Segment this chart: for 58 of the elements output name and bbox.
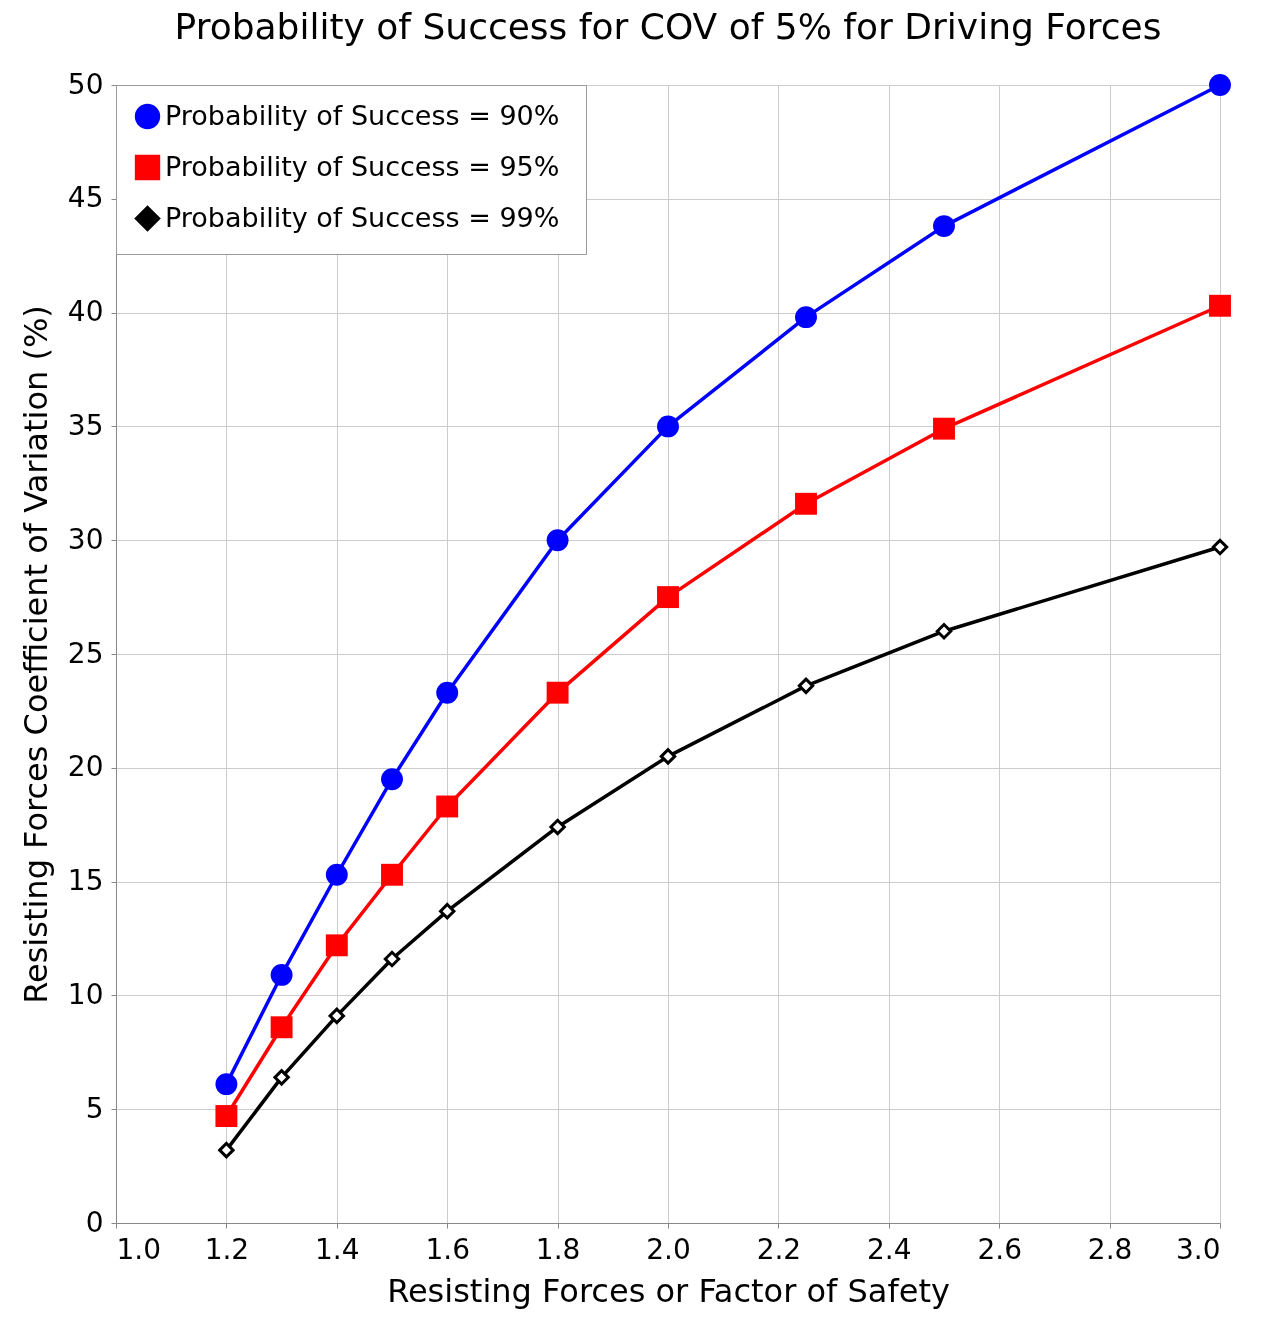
chart-title: Probability of Success for COV of 5% for Driving Forces — [174, 6, 1162, 47]
point — [215, 1073, 238, 1096]
y-tick-label: 0 — [85, 1205, 104, 1239]
x-tick-label: 2.4 — [867, 1232, 912, 1266]
point — [218, 1141, 235, 1159]
y-tick-label: 20 — [67, 750, 104, 784]
point — [273, 1069, 290, 1086]
point — [659, 748, 677, 765]
point — [546, 529, 569, 552]
x-tick-label: 1.6 — [425, 1232, 470, 1266]
x-tick-label: 2.2 — [756, 1232, 802, 1266]
point — [215, 1105, 238, 1127]
legend-label: Probability of Success = 99% — [165, 201, 560, 233]
legend-label: Probability of Success = 90% — [165, 99, 560, 131]
point — [325, 863, 348, 886]
point — [657, 415, 679, 438]
point — [436, 795, 459, 818]
point — [933, 215, 955, 238]
point — [546, 681, 569, 704]
y-tick-label: 30 — [67, 522, 104, 556]
point — [935, 623, 953, 640]
y-tick-label: 5 — [85, 1091, 104, 1125]
point — [1209, 74, 1231, 96]
x-tick-label: 3.0 — [1175, 1232, 1221, 1266]
point — [657, 586, 679, 609]
point — [328, 1007, 346, 1025]
point — [933, 417, 955, 440]
point — [795, 492, 817, 515]
point — [1209, 294, 1231, 317]
x-tick-label: 1.0 — [116, 1232, 162, 1266]
point — [1211, 538, 1229, 556]
legend-label: Probability of Success = 95% — [165, 150, 560, 182]
point — [438, 902, 456, 920]
x-tick-label: 2.0 — [646, 1232, 691, 1266]
point — [436, 681, 459, 704]
y-tick-label: 25 — [67, 636, 104, 670]
x-axis-title: Resisting Forces or Factor of Safety — [387, 1271, 950, 1310]
x-tick-label: 2.8 — [1087, 1232, 1133, 1266]
y-tick-label: 35 — [67, 408, 104, 442]
y-axis-title: Resisting Forces Coefficient of Variation (%) — [16, 305, 55, 1004]
point — [381, 863, 403, 886]
point — [797, 677, 815, 695]
point — [270, 1016, 293, 1039]
point — [381, 768, 403, 791]
point — [325, 934, 348, 957]
point — [795, 306, 817, 329]
y-tick-label: 15 — [67, 864, 104, 898]
point — [270, 963, 293, 986]
y-tick-label: 45 — [67, 181, 104, 215]
x-tick-label: 1.4 — [315, 1232, 360, 1266]
x-tick-label: 2.6 — [977, 1232, 1022, 1266]
point — [549, 818, 566, 836]
y-tick-label: 10 — [67, 977, 104, 1011]
x-tick-label: 1.2 — [204, 1232, 250, 1266]
x-tick-label: 1.8 — [535, 1232, 581, 1266]
y-tick-label: 50 — [67, 67, 104, 101]
y-tick-label: 40 — [67, 295, 104, 329]
point — [383, 950, 401, 968]
